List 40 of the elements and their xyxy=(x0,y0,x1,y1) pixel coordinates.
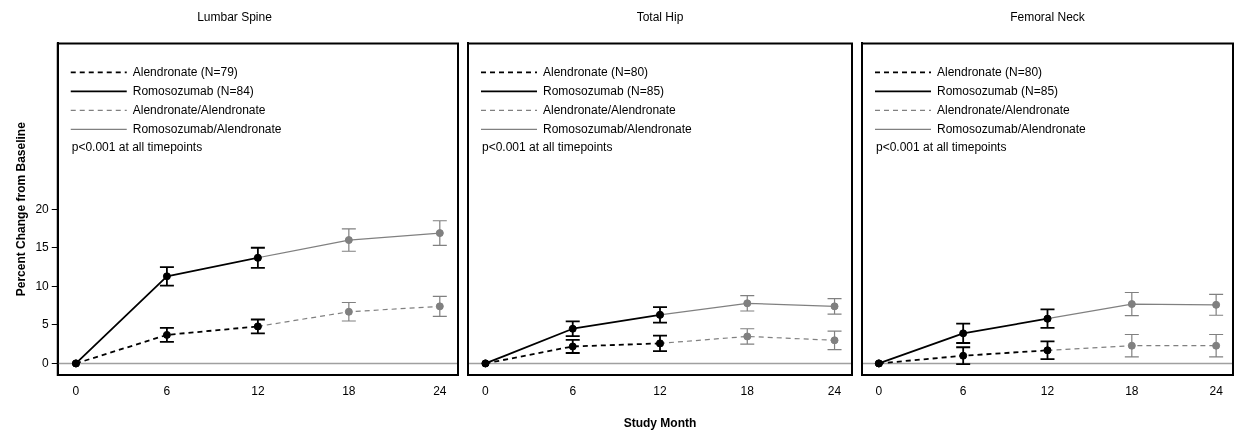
legend-label: Alendronate/Alendronate xyxy=(937,102,1071,117)
x-tick-label: 24 xyxy=(1209,383,1224,398)
x-tick-label: 0 xyxy=(72,383,80,398)
legend-label: Alendronate (N=80) xyxy=(937,64,1043,79)
legend-label: Romosozumab/Alendronate xyxy=(937,121,1087,136)
y-tick-label: 15 xyxy=(35,240,50,255)
x-tick-label: 18 xyxy=(1125,383,1139,398)
chart-title: Total Hip xyxy=(636,9,684,24)
annotation: p<0.001 at all timepoints xyxy=(71,139,203,154)
annotation: p<0.001 at all timepoints xyxy=(876,139,1007,154)
x-tick-label: 6 xyxy=(959,383,967,398)
legend-label: Alendronate (N=79) xyxy=(132,64,238,79)
legend-label: Romosozumab (N=85) xyxy=(937,83,1059,98)
x-tick-label: 6 xyxy=(163,383,171,398)
annotation: p<0.001 at all timepoints xyxy=(482,139,613,154)
legend-label: Alendronate/Alendronate xyxy=(543,102,677,117)
legend-label: Alendronate (N=80) xyxy=(543,64,649,79)
chart-title: Femoral Neck xyxy=(1010,9,1086,24)
y-tick-label: 0 xyxy=(42,355,50,370)
x-tick-label: 18 xyxy=(342,383,356,398)
legend-label: Romosozumab/Alendronate xyxy=(543,121,693,136)
chart-title: Lumbar Spine xyxy=(197,9,273,24)
y-axis-title: Percent Change from Baseline xyxy=(13,121,28,297)
y-tick-label: 20 xyxy=(35,201,50,216)
legend-label: Romosozumab (N=84) xyxy=(132,83,254,98)
x-tick-label: 0 xyxy=(875,383,883,398)
x-tick-label: 24 xyxy=(827,383,842,398)
y-tick-label: 10 xyxy=(35,278,50,293)
legend-label: Romosozumab (N=85) xyxy=(543,83,665,98)
x-tick-label: 12 xyxy=(653,383,667,398)
x-tick-label: 24 xyxy=(433,383,447,398)
y-tick-label: 5 xyxy=(42,317,50,332)
x-tick-label: 12 xyxy=(1040,383,1055,398)
x-tick-label: 12 xyxy=(251,383,265,398)
x-tick-label: 6 xyxy=(569,383,577,398)
x-tick-label: 0 xyxy=(482,383,490,398)
legend-label: Alendronate/Alendronate xyxy=(132,102,266,117)
x-axis-title: Study Month xyxy=(623,416,697,431)
legend-label: Romosozumab/Alendronate xyxy=(132,121,282,136)
x-tick-label: 18 xyxy=(740,383,755,398)
